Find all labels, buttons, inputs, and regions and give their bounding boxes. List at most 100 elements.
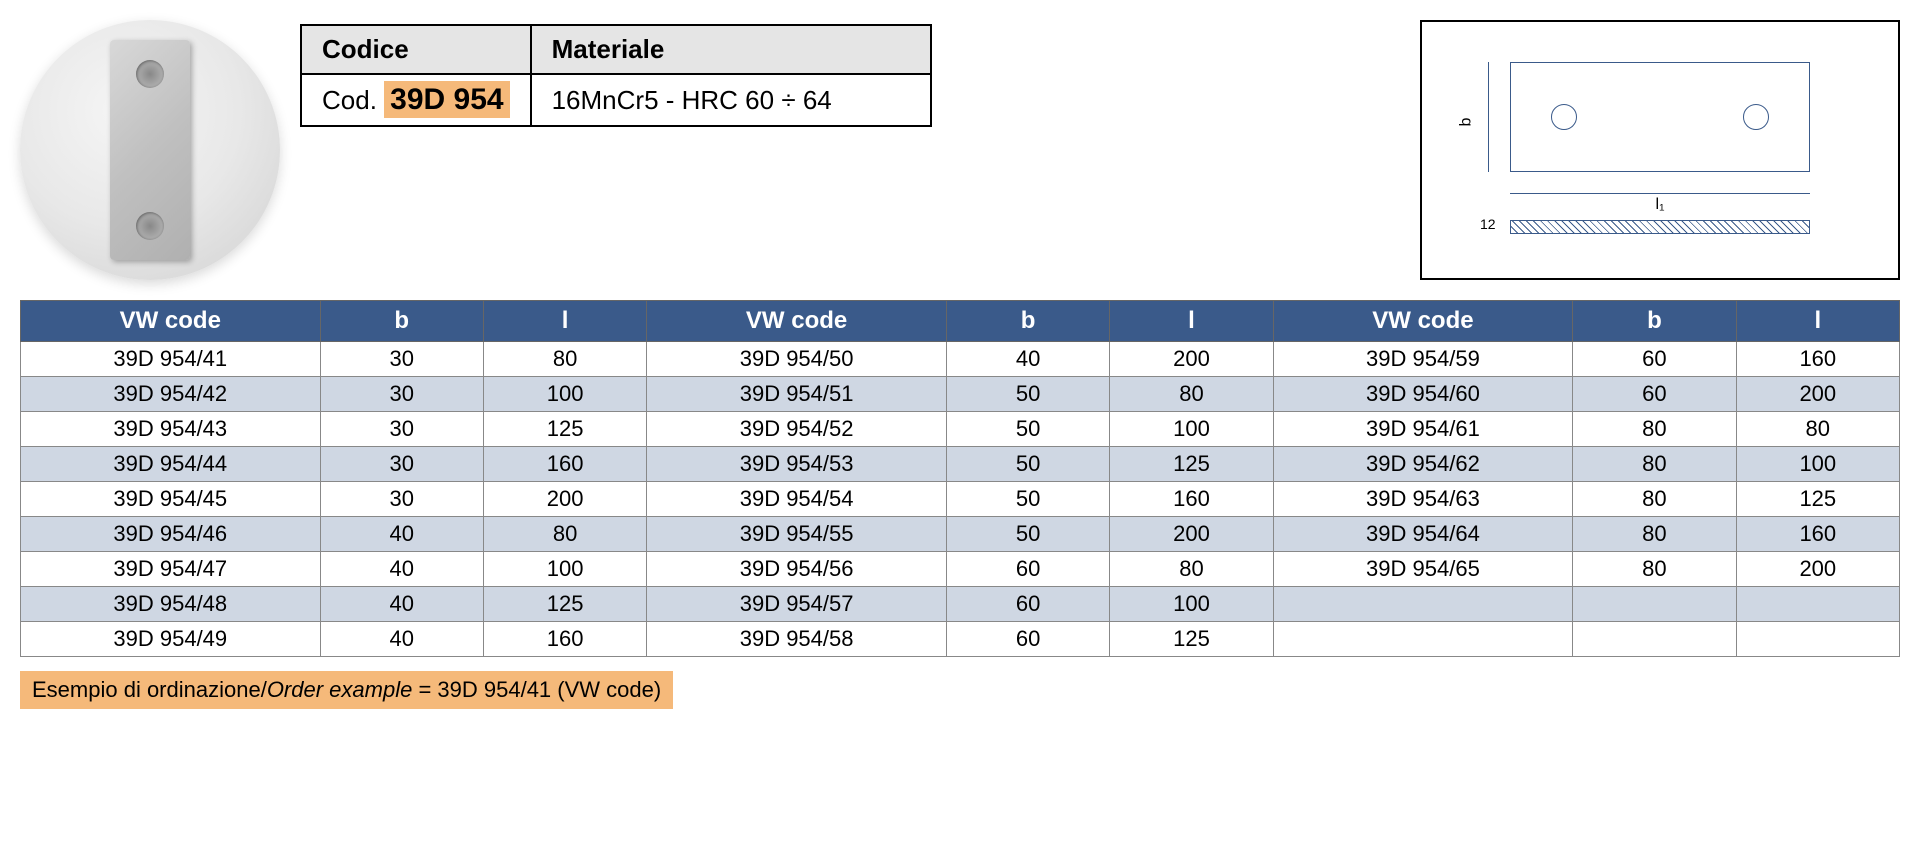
table-cell: 80 <box>483 342 646 377</box>
info-code-cell: Cod. 39D 954 <box>301 74 531 126</box>
table-cell: 39D 954/62 <box>1273 447 1573 482</box>
table-row: 39D 954/453020039D 954/545016039D 954/63… <box>21 482 1900 517</box>
table-cell: 200 <box>483 482 646 517</box>
table-cell: 40 <box>946 342 1109 377</box>
table-cell: 50 <box>946 447 1109 482</box>
product-image <box>20 20 280 280</box>
table-cell <box>1273 587 1573 622</box>
table-cell: 39D 954/42 <box>21 377 321 412</box>
table-cell: 160 <box>1736 342 1899 377</box>
diagram-side-view: 12 <box>1480 208 1840 248</box>
table-cell: 39D 954/41 <box>21 342 321 377</box>
table-cell: 39D 954/57 <box>647 587 947 622</box>
table-cell: 200 <box>1736 377 1899 412</box>
table-cell <box>1573 587 1736 622</box>
table-cell: 80 <box>1573 482 1736 517</box>
table-row: 39D 954/433012539D 954/525010039D 954/61… <box>21 412 1900 447</box>
table-cell: 60 <box>1573 342 1736 377</box>
table-cell: 125 <box>1110 447 1273 482</box>
table-cell: 40 <box>320 552 483 587</box>
table-row: 39D 954/423010039D 954/51508039D 954/606… <box>21 377 1900 412</box>
table-row: 39D 954/46408039D 954/555020039D 954/648… <box>21 517 1900 552</box>
table-cell: 60 <box>946 552 1109 587</box>
table-cell: 160 <box>1736 517 1899 552</box>
table-cell: 80 <box>1110 377 1273 412</box>
table-cell: 80 <box>1573 447 1736 482</box>
table-cell: 39D 954/56 <box>647 552 947 587</box>
table-cell: 39D 954/50 <box>647 342 947 377</box>
table-cell: 30 <box>320 482 483 517</box>
table-cell: 80 <box>1573 517 1736 552</box>
table-cell: 39D 954/51 <box>647 377 947 412</box>
table-cell: 160 <box>483 447 646 482</box>
table-cell: 39D 954/59 <box>1273 342 1573 377</box>
table-cell: 100 <box>1110 587 1273 622</box>
table-cell: 30 <box>320 412 483 447</box>
table-cell: 125 <box>483 412 646 447</box>
table-cell: 60 <box>946 587 1109 622</box>
table-cell: 39D 954/48 <box>21 587 321 622</box>
table-row: 39D 954/41308039D 954/504020039D 954/596… <box>21 342 1900 377</box>
table-header: VW code <box>21 301 321 342</box>
table-cell: 39D 954/54 <box>647 482 947 517</box>
table-cell: 60 <box>1573 377 1736 412</box>
table-cell: 39D 954/58 <box>647 622 947 657</box>
diagram-top-view: b l₁ <box>1480 52 1840 192</box>
table-cell: 200 <box>1736 552 1899 587</box>
code-value: 39D 954 <box>384 81 509 118</box>
table-cell: 160 <box>1110 482 1273 517</box>
table-cell <box>1736 622 1899 657</box>
table-header: VW code <box>1273 301 1573 342</box>
table-header: b <box>1573 301 1736 342</box>
table-cell: 80 <box>483 517 646 552</box>
table-cell: 80 <box>1573 412 1736 447</box>
plate-illustration <box>110 40 190 260</box>
table-cell: 125 <box>1110 622 1273 657</box>
table-cell: 30 <box>320 447 483 482</box>
table-header: VW code <box>647 301 947 342</box>
table-cell: 100 <box>483 552 646 587</box>
table-cell: 50 <box>946 377 1109 412</box>
order-example: Esempio di ordinazione/Order example = 3… <box>20 671 673 709</box>
info-table: Codice Materiale Cod. 39D 954 16MnCr5 - … <box>300 24 932 127</box>
table-cell: 40 <box>320 517 483 552</box>
table-cell <box>1573 622 1736 657</box>
table-cell: 100 <box>1110 412 1273 447</box>
table-cell: 39D 954/55 <box>647 517 947 552</box>
table-cell: 39D 954/47 <box>21 552 321 587</box>
table-cell: 39D 954/43 <box>21 412 321 447</box>
order-example-label-en: Order example <box>267 677 413 702</box>
table-cell: 39D 954/60 <box>1273 377 1573 412</box>
table-cell: 100 <box>483 377 646 412</box>
table-header: b <box>320 301 483 342</box>
technical-diagram: b l₁ 12 <box>1420 20 1900 280</box>
table-cell: 39D 954/52 <box>647 412 947 447</box>
table-row: 39D 954/484012539D 954/5760100 <box>21 587 1900 622</box>
info-header-material: Materiale <box>531 25 931 74</box>
table-cell: 40 <box>320 622 483 657</box>
table-header: b <box>946 301 1109 342</box>
table-cell: 39D 954/63 <box>1273 482 1573 517</box>
table-cell: 80 <box>1573 552 1736 587</box>
table-cell: 100 <box>1736 447 1899 482</box>
dimension-b: b <box>1457 118 1475 127</box>
table-header: l <box>1736 301 1899 342</box>
table-cell: 39D 954/44 <box>21 447 321 482</box>
table-cell: 80 <box>1736 412 1899 447</box>
table-cell: 50 <box>946 517 1109 552</box>
table-cell: 30 <box>320 377 483 412</box>
table-cell: 39D 954/64 <box>1273 517 1573 552</box>
table-cell: 50 <box>946 482 1109 517</box>
table-cell: 200 <box>1110 342 1273 377</box>
info-header-code: Codice <box>301 25 531 74</box>
table-cell: 39D 954/61 <box>1273 412 1573 447</box>
table-cell: 39D 954/53 <box>647 447 947 482</box>
table-cell: 125 <box>1736 482 1899 517</box>
table-cell: 39D 954/49 <box>21 622 321 657</box>
code-prefix: Cod. <box>322 85 377 115</box>
table-cell: 80 <box>1110 552 1273 587</box>
table-header: l <box>1110 301 1273 342</box>
table-cell: 160 <box>483 622 646 657</box>
specifications-table: VW codeblVW codeblVW codebl 39D 954/4130… <box>20 300 1900 657</box>
table-cell: 39D 954/46 <box>21 517 321 552</box>
